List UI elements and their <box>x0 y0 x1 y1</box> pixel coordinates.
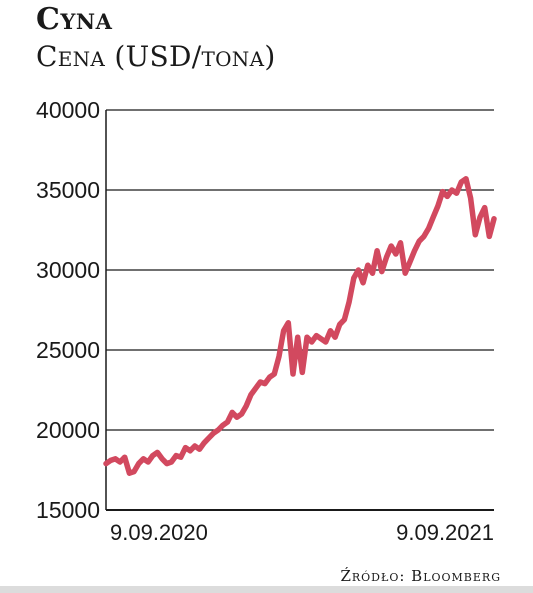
source-note: Źródło: Bloomberg <box>340 567 501 585</box>
y-tick-label: 30000 <box>36 257 100 283</box>
x-tick-label: 9.09.2021 <box>396 520 494 545</box>
y-tick-label: 35000 <box>36 177 100 203</box>
y-tick-label: 40000 <box>36 97 100 123</box>
price-chart: 15000 20000 25000 30000 35000 40000 9.09.2020… <box>36 97 497 545</box>
x-axis-ticks: 9.09.2020 9.09.2021 <box>110 520 494 545</box>
y-axis-ticks: 15000 20000 25000 30000 35000 40000 <box>36 97 100 523</box>
chart-subtitle: Cena (USD/tona) <box>36 40 276 73</box>
y-tick-label: 20000 <box>36 417 100 443</box>
gridlines <box>106 109 494 511</box>
chart-title: Cyna <box>36 2 113 37</box>
y-tick-label: 15000 <box>36 497 100 523</box>
series-line <box>103 176 497 476</box>
bottom-divider <box>0 586 533 593</box>
y-tick-label: 25000 <box>36 337 100 363</box>
x-tick-label: 9.09.2020 <box>110 520 208 545</box>
